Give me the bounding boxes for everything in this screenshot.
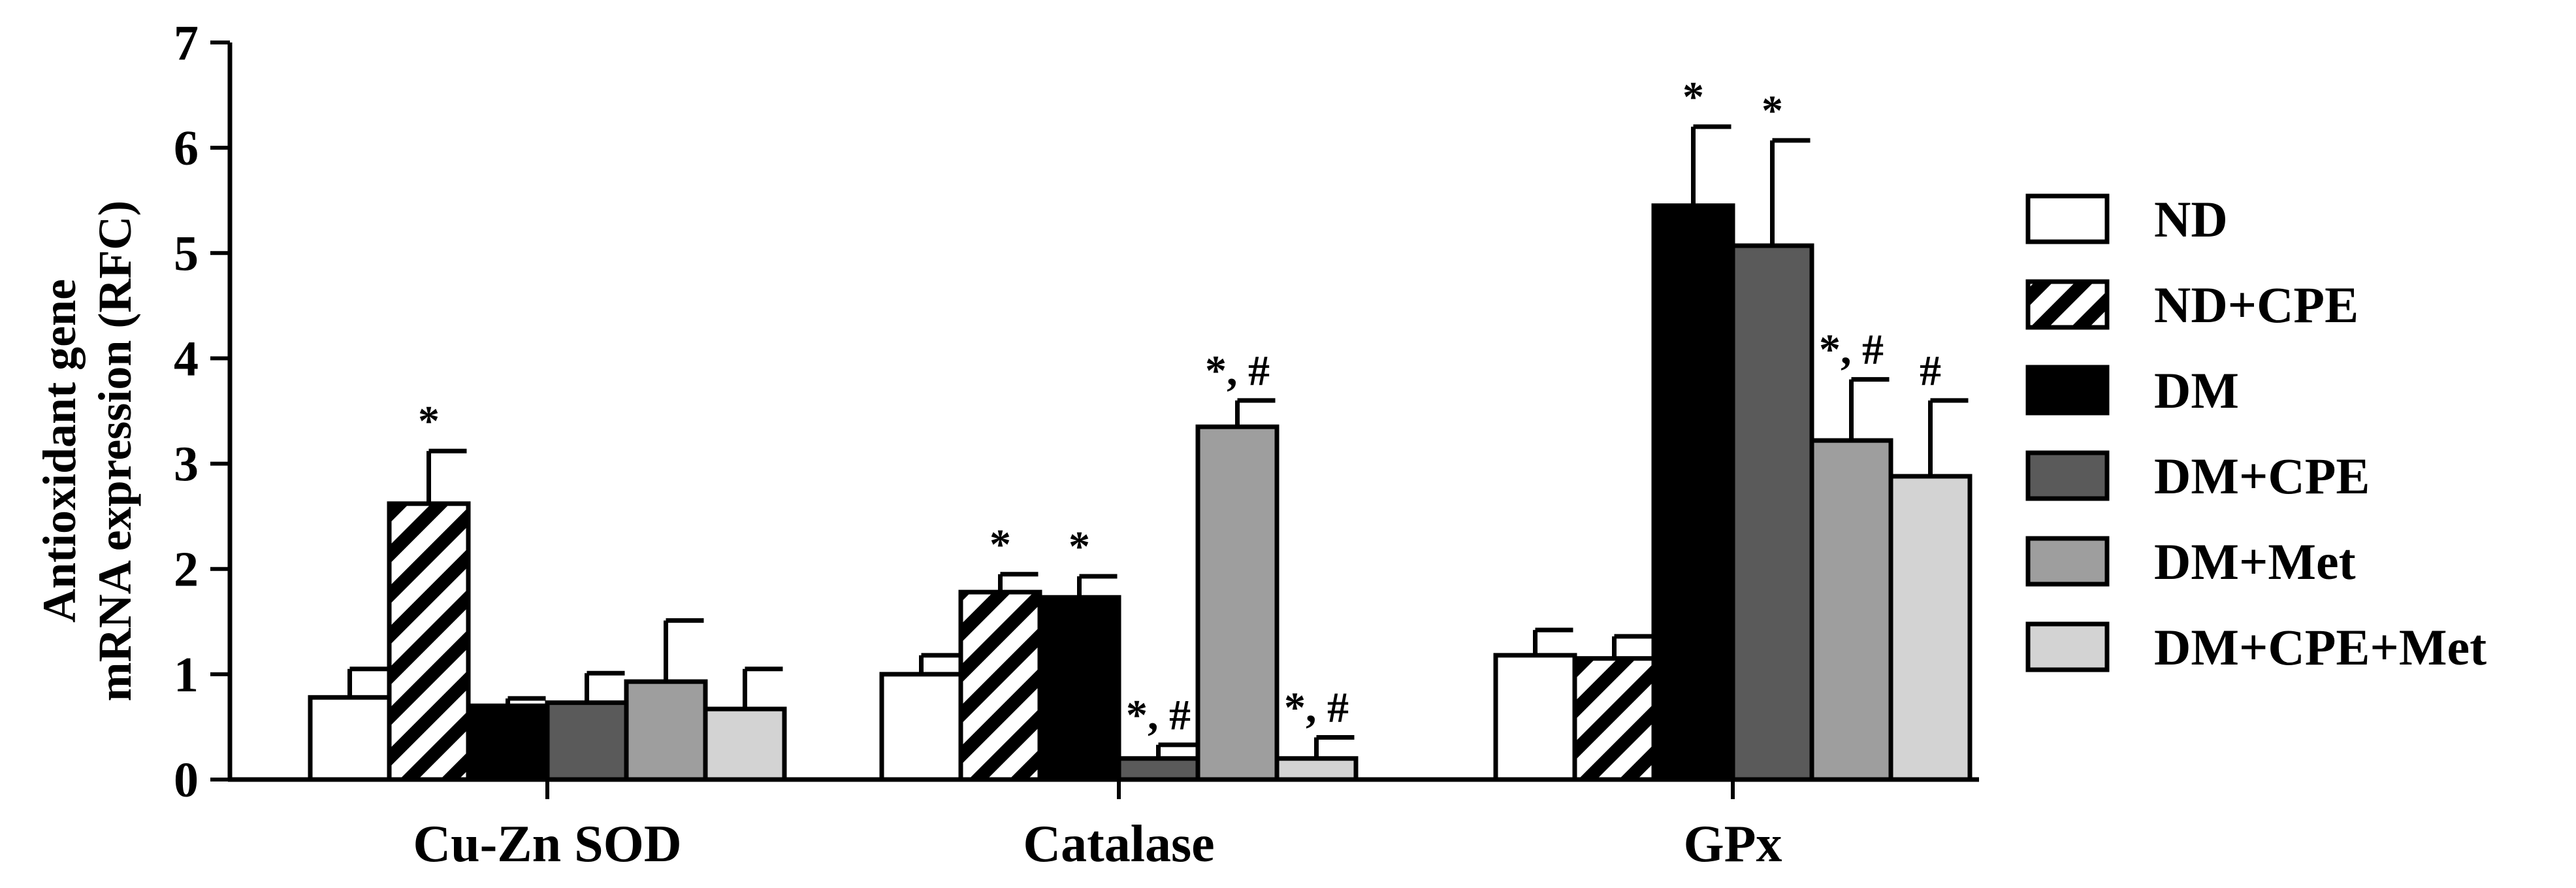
y-axis-title-line-1: Antioxidant gene (33, 279, 86, 623)
significance-label: *, # (1819, 326, 1884, 374)
significance-label: * (418, 397, 440, 445)
legend-swatch (2025, 193, 2110, 244)
legend-label: DM+CPE+Met (2154, 619, 2487, 676)
legend-label: DM+Met (2154, 533, 2356, 590)
bar (1809, 438, 1893, 782)
legend: ND ND+CPE DM DM+CPE DM+Met DM+CPE+Met (2025, 191, 2487, 676)
bar (1274, 756, 1359, 782)
y-tick-label: 2 (174, 542, 199, 597)
significance-label: *, # (1205, 347, 1270, 395)
y-axis-title-line-2: mRNA expression (RFC) (89, 201, 141, 702)
x-tick-label: Catalase (1023, 815, 1214, 873)
x-tick-label: Cu-Zn SOD (413, 815, 681, 873)
legend-swatch (2025, 279, 2110, 330)
legend-swatch (2025, 450, 2110, 501)
legend-label: ND+CPE (2154, 276, 2359, 333)
bar (1730, 243, 1814, 782)
bar (387, 501, 471, 782)
bar (958, 589, 1042, 782)
legend-swatch (2025, 365, 2110, 416)
bar (308, 695, 392, 782)
y-axis: 0 1 2 3 4 5 6 7 (174, 16, 233, 808)
bar (1116, 756, 1200, 782)
bar (1037, 595, 1121, 782)
significance-label: *, # (1126, 691, 1191, 739)
significance-label: # (1920, 347, 1941, 395)
bar (703, 706, 787, 782)
bar (1888, 474, 1972, 782)
legend-swatch (2025, 621, 2110, 672)
bar (1195, 424, 1280, 782)
significance-label: * (1069, 523, 1090, 570)
bar (545, 700, 629, 782)
y-tick-label: 7 (174, 16, 199, 71)
bar (1651, 203, 1735, 782)
y-tick-label: 5 (174, 226, 199, 281)
significance-label: *, # (1284, 684, 1349, 732)
legend-label: DM+CPE (2154, 448, 2370, 504)
x-tick-label: GPx (1683, 815, 1782, 873)
bars: * * * *, # *, # *, # * * *, # # (308, 73, 1972, 782)
x-axis: Cu-Zn SOD Catalase GPx (228, 777, 1979, 873)
significance-label: * (990, 521, 1011, 568)
bar (624, 679, 708, 782)
y-tick-label: 1 (174, 648, 199, 702)
legend-swatch (2025, 536, 2110, 587)
bar (466, 703, 550, 782)
y-tick-label: 3 (174, 437, 199, 492)
bar (879, 672, 963, 782)
y-tick-label: 0 (174, 753, 199, 808)
bar (1493, 653, 1577, 782)
significance-label: * (1682, 73, 1704, 121)
significance-label: * (1762, 87, 1783, 135)
legend-label: DM (2154, 362, 2239, 419)
y-axis-title: Antioxidant gene mRNA expression (RFC) (33, 201, 141, 702)
bar (1572, 656, 1656, 782)
legend-label: ND (2154, 191, 2228, 248)
y-tick-label: 4 (174, 331, 199, 386)
y-tick-label: 6 (174, 121, 199, 176)
